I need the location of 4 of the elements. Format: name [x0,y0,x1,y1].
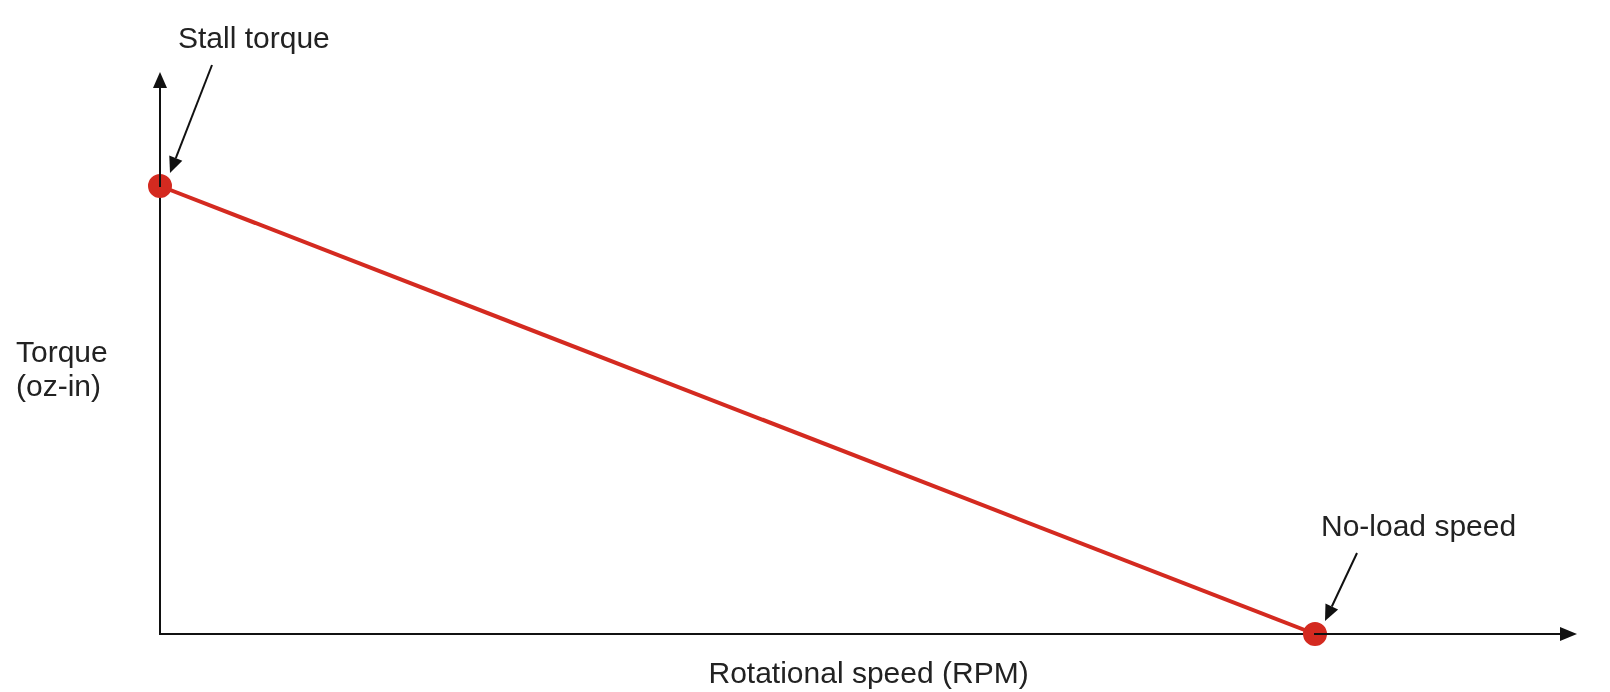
annotation: No-load speed [1321,509,1517,543]
text: Stall torque [178,21,330,55]
y-axis-title: Torque (oz-in) [16,335,109,403]
x-axis-title: Rotational speed (RPM) [708,656,1029,690]
